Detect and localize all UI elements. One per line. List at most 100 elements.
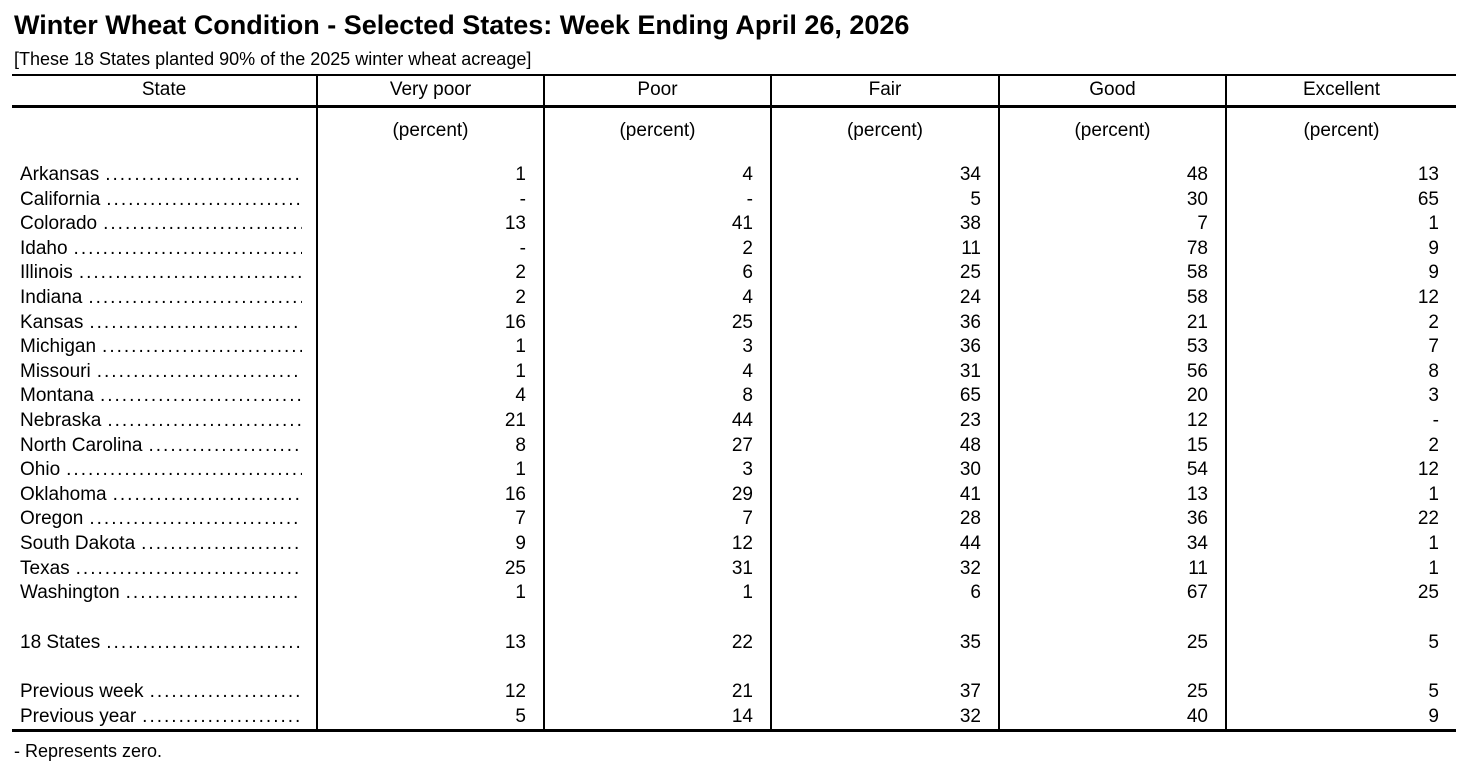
dot-leader xyxy=(66,458,302,483)
spacer-cell xyxy=(1226,655,1456,680)
value-cell: 5 xyxy=(1428,631,1439,653)
dot-leader xyxy=(100,384,302,409)
state-name-cell: Texas xyxy=(12,556,318,582)
value-cell: 4 xyxy=(544,163,772,188)
state-name: South Dakota xyxy=(20,532,136,554)
value-cell: 25 xyxy=(999,630,1227,656)
value-cell: 2 xyxy=(1428,311,1439,333)
value-cell: 27 xyxy=(544,433,772,459)
value-cell: - xyxy=(544,187,772,213)
dot-leader xyxy=(106,188,302,213)
value-cell: 21 xyxy=(544,680,772,705)
state-name-cell: Washington xyxy=(12,581,318,606)
state-name: 18 States xyxy=(20,631,101,653)
dot-leader xyxy=(89,507,302,532)
value-cell: 12 xyxy=(999,408,1227,434)
value-cell: 2 xyxy=(317,261,545,286)
dot-leader xyxy=(89,311,302,336)
header-row: State Very poor Poor Fair Good Excellent xyxy=(12,75,1456,108)
value-cell: 2 xyxy=(1428,434,1439,456)
state-name-cell: Idaho xyxy=(12,236,318,262)
state-name: Oregon xyxy=(20,508,84,530)
col-header-good: Good xyxy=(999,75,1227,108)
value-cell: 65 xyxy=(1417,188,1439,210)
dot-leader xyxy=(106,631,302,656)
state-name: California xyxy=(20,188,101,210)
state-name-cell: Oklahoma xyxy=(12,482,318,508)
value-cell: 78 xyxy=(999,236,1227,262)
value-cell: 36 xyxy=(771,310,1000,336)
state-name: Michigan xyxy=(20,336,97,358)
value-cell: 22 xyxy=(1417,508,1439,530)
value-cell: 44 xyxy=(771,531,1000,557)
value-cell: 1 xyxy=(317,581,545,606)
state-name: Montana xyxy=(20,385,94,407)
value-cell: - xyxy=(317,187,545,213)
value-cell: 3 xyxy=(544,458,772,483)
value-cell: 1 xyxy=(317,458,545,483)
value-cell: 12 xyxy=(544,531,772,557)
value-cell: 13 xyxy=(999,482,1227,508)
value-cell: 9 xyxy=(1428,237,1439,259)
spacer-cell xyxy=(771,605,1000,631)
value-cell: 20 xyxy=(999,384,1227,409)
value-cell: 25 xyxy=(317,556,545,582)
dot-leader xyxy=(76,557,302,582)
value-cell: 4 xyxy=(544,359,772,385)
dot-leader xyxy=(149,434,303,459)
value-cell: 54 xyxy=(999,458,1227,483)
state-name: Illinois xyxy=(20,262,73,284)
table-row: Oregon77283622 xyxy=(12,507,1456,532)
dot-leader xyxy=(79,261,302,286)
state-name: Texas xyxy=(20,557,70,579)
state-name-cell: Kansas xyxy=(12,310,318,336)
spacer-cell xyxy=(12,655,318,681)
value-cell: 32 xyxy=(771,704,1000,731)
value-cell: 1 xyxy=(1428,557,1439,579)
table-row: Washington1166725 xyxy=(12,581,1456,606)
dot-leader xyxy=(107,409,302,434)
spacer-cell xyxy=(317,655,545,681)
value-cell: 12 xyxy=(317,680,545,705)
state-name: Ohio xyxy=(20,459,61,481)
value-cell: 7 xyxy=(317,507,545,532)
value-cell: - xyxy=(317,236,545,262)
value-cell: 11 xyxy=(999,556,1227,582)
value-cell: 8 xyxy=(544,384,772,409)
state-name: Oklahoma xyxy=(20,483,107,505)
value-cell: 31 xyxy=(544,556,772,582)
value-cell: 7 xyxy=(544,507,772,532)
unit-label: (percent) xyxy=(999,106,1227,154)
state-name-cell: Missouri xyxy=(12,359,318,385)
value-cell: 2 xyxy=(317,285,545,311)
spacer-cell xyxy=(317,605,545,631)
value-cell: 44 xyxy=(544,408,772,434)
value-cell: 5 xyxy=(317,704,545,731)
value-cell: 16 xyxy=(317,310,545,336)
value-cell: 15 xyxy=(999,433,1227,459)
value-cell: 3 xyxy=(1428,385,1439,407)
value-cell: 28 xyxy=(771,507,1000,532)
unit-row: (percent) (percent) (percent) (percent) … xyxy=(12,106,1456,154)
value-cell: 16 xyxy=(317,482,545,508)
table-row: Indiana24245812 xyxy=(12,285,1456,311)
condition-table: State Very poor Poor Fair Good Excellent… xyxy=(12,74,1456,733)
value-cell: 1 xyxy=(1428,483,1439,505)
value-cell: - xyxy=(1432,409,1439,431)
value-cell: 1 xyxy=(1428,213,1439,235)
value-cell: 21 xyxy=(999,310,1227,336)
page-title: Winter Wheat Condition - Selected States… xyxy=(14,10,910,40)
value-cell: 56 xyxy=(999,359,1227,385)
dot-leader xyxy=(113,483,302,508)
spacer-cell xyxy=(317,154,545,163)
value-cell: 25 xyxy=(999,680,1227,705)
value-cell: 7 xyxy=(1428,336,1439,358)
value-cell: 11 xyxy=(771,236,1000,262)
